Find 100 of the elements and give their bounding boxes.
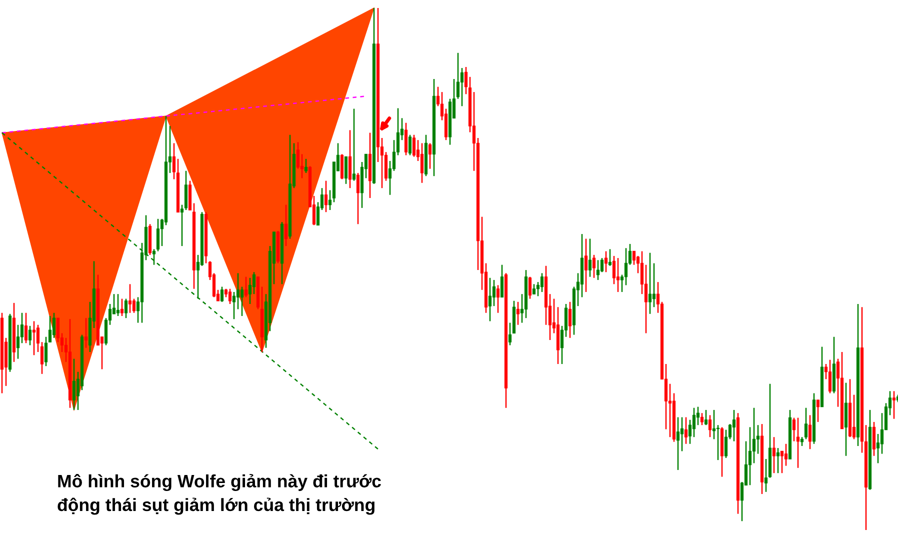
candlestick — [796, 417, 800, 469]
candlestick — [600, 257, 604, 273]
candlestick — [684, 416, 688, 444]
candlestick — [72, 358, 76, 411]
candlestick — [16, 324, 20, 360]
candlestick — [464, 66, 468, 95]
candlestick — [408, 134, 412, 156]
candlestick — [184, 170, 188, 211]
candlestick — [592, 254, 596, 278]
candlestick — [648, 252, 652, 315]
candlestick — [36, 324, 40, 353]
candlestick — [852, 394, 856, 440]
candlestick — [764, 458, 768, 493]
candlestick — [532, 284, 536, 295]
candlestick — [604, 250, 608, 273]
candlestick — [456, 52, 460, 100]
candlestick — [324, 180, 328, 213]
candlestick — [344, 156, 348, 185]
candlestick — [784, 443, 788, 466]
annotation: Mô hình sóng Wolfe giảm này đi trước động thái sụt giảm lớn của thị trường — [58, 474, 381, 515]
candlestick — [668, 383, 672, 438]
candlestick — [612, 255, 616, 285]
candlestick — [240, 286, 244, 317]
candlestick — [704, 409, 708, 426]
candlestick — [688, 419, 692, 444]
candlestick — [252, 272, 256, 295]
candlestick — [152, 248, 156, 266]
candlestick — [876, 433, 880, 464]
candlestick — [492, 279, 496, 307]
candlestick — [220, 286, 224, 303]
candlestick — [804, 407, 808, 440]
candlestick — [596, 260, 600, 281]
candlestick — [56, 317, 60, 343]
candlestick — [780, 450, 784, 474]
candlestick — [772, 436, 776, 474]
candlestick — [28, 325, 32, 346]
candlestick — [608, 248, 612, 266]
candlestick — [284, 204, 288, 247]
candlestick — [496, 284, 500, 314]
candlestick — [708, 414, 712, 438]
candlestick — [748, 426, 752, 486]
candlestick — [340, 154, 344, 180]
candlestick — [632, 250, 636, 266]
candlestick — [244, 276, 248, 298]
candlestick — [44, 336, 48, 367]
candlestick — [24, 312, 28, 344]
candlestick — [156, 218, 160, 252]
candlestick — [540, 272, 544, 293]
candlestick — [716, 424, 720, 461]
candlestick — [700, 412, 704, 426]
candlestick — [248, 277, 252, 305]
candlestick — [412, 134, 416, 158]
candlestick — [624, 247, 628, 286]
candlestick — [84, 317, 88, 348]
candlestick — [52, 312, 56, 339]
candlestick — [180, 204, 184, 247]
candlestick — [752, 407, 756, 464]
candlestick — [828, 359, 832, 394]
candlestick — [128, 284, 132, 314]
candlestick — [488, 277, 492, 322]
candlestick — [680, 416, 684, 452]
candlestick — [892, 390, 896, 420]
candlestick — [304, 158, 308, 174]
candlestick — [508, 322, 512, 346]
candlestick — [132, 298, 136, 314]
candlestick — [296, 142, 300, 170]
candlestick — [40, 341, 44, 375]
candlestick — [420, 142, 424, 184]
candlestick — [124, 298, 128, 319]
candlestick — [348, 130, 352, 189]
candlestick — [356, 172, 360, 225]
candlestick — [732, 409, 736, 442]
candlestick — [172, 142, 176, 180]
candlestick — [236, 272, 240, 310]
candlestick — [756, 424, 760, 454]
candlestick — [232, 291, 236, 320]
candlestick — [32, 320, 36, 356]
candlestick — [460, 67, 464, 107]
candlestick — [48, 315, 52, 343]
candlestick — [696, 406, 700, 426]
candlestick — [528, 276, 532, 300]
candlestick — [500, 264, 504, 298]
candlestick — [584, 238, 588, 293]
candlestick — [776, 447, 780, 474]
candlestick — [328, 190, 332, 211]
candlestick — [616, 257, 620, 293]
candlestick — [816, 399, 820, 423]
candlestick — [20, 312, 24, 344]
candlestick — [116, 293, 120, 317]
candlestick — [676, 416, 680, 471]
candlestick — [588, 238, 592, 278]
candlestick — [300, 154, 304, 179]
candlestick — [352, 108, 356, 182]
candlestick — [808, 414, 812, 450]
candlestick — [120, 298, 124, 317]
candlestick — [872, 421, 876, 456]
candlestick — [652, 262, 656, 308]
candlestick — [516, 301, 520, 326]
candlestick — [568, 301, 572, 339]
candlestick — [228, 288, 232, 305]
